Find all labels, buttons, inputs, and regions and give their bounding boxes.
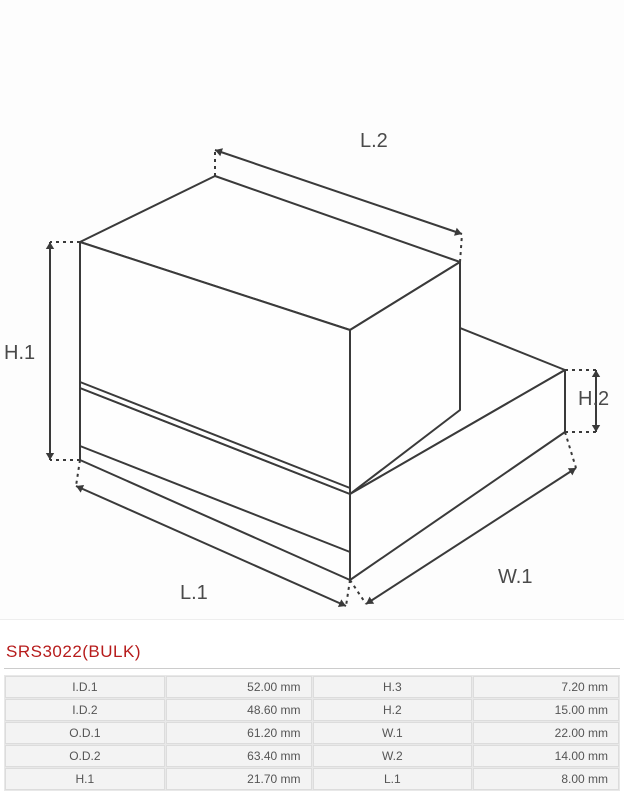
spec-key: H.3 [313, 676, 473, 698]
spec-value: 21.70 mm [166, 768, 312, 790]
spec-table: I.D.152.00 mmH.37.20 mmI.D.248.60 mmH.21… [4, 675, 620, 791]
spec-key: I.D.2 [5, 699, 165, 721]
spec-value: 63.40 mm [166, 745, 312, 767]
label-h1: H.1 [4, 342, 35, 365]
label-l1: L.1 [180, 582, 208, 605]
spec-value: 14.00 mm [473, 745, 619, 767]
spec-value: 15.00 mm [473, 699, 619, 721]
title-underline [4, 668, 620, 669]
spec-value: 52.00 mm [166, 676, 312, 698]
title-bar: SRS3022(BULK) [0, 638, 624, 669]
spec-key: W.1 [313, 722, 473, 744]
spec-value: 48.60 mm [166, 699, 312, 721]
label-l2: L.2 [360, 130, 388, 153]
label-h2: H.2 [578, 388, 609, 411]
spec-key: H.1 [5, 768, 165, 790]
dimension-drawing [0, 0, 624, 620]
spec-value: 61.20 mm [166, 722, 312, 744]
table-row: H.121.70 mmL.18.00 mm [5, 768, 619, 790]
spec-value: 8.00 mm [473, 768, 619, 790]
spec-key: O.D.2 [5, 745, 165, 767]
table-row: I.D.248.60 mmH.215.00 mm [5, 699, 619, 721]
product-code: SRS3022(BULK) [4, 638, 143, 666]
spec-key: L.1 [313, 768, 473, 790]
label-w1: W.1 [498, 566, 532, 589]
spec-key: I.D.1 [5, 676, 165, 698]
table-row: I.D.152.00 mmH.37.20 mm [5, 676, 619, 698]
spec-key: H.2 [313, 699, 473, 721]
spec-value: 22.00 mm [473, 722, 619, 744]
diagram-area: H.1 H.2 L.2 L.1 W.1 [0, 0, 624, 620]
spec-value: 7.20 mm [473, 676, 619, 698]
spec-key: O.D.1 [5, 722, 165, 744]
spec-key: W.2 [313, 745, 473, 767]
table-row: O.D.263.40 mmW.214.00 mm [5, 745, 619, 767]
table-row: O.D.161.20 mmW.122.00 mm [5, 722, 619, 744]
